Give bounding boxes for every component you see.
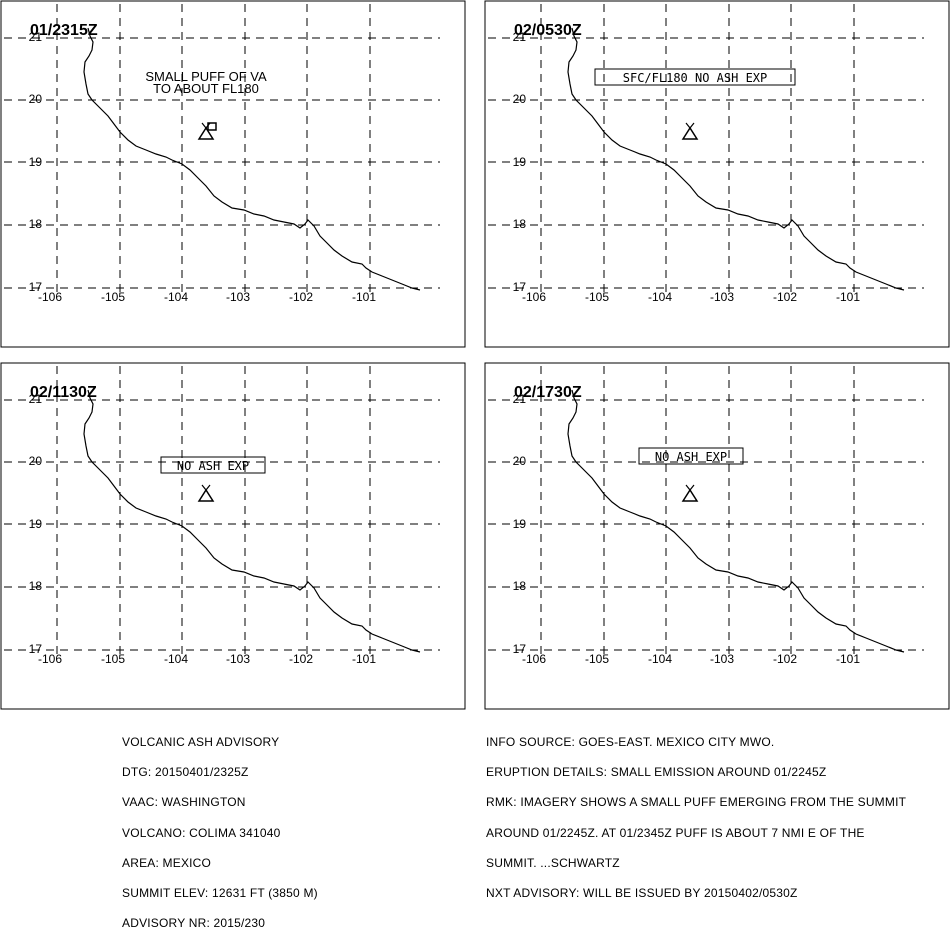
panel-boxed-label: SFC/FL180 NO ASH EXP: [623, 71, 768, 85]
panel-time-label: 02/0530Z: [514, 22, 582, 39]
longitude-label: -105: [585, 652, 609, 666]
longitude-label: -101: [836, 652, 860, 666]
coastline: [567, 27, 905, 291]
map-panel-frame: [484, 0, 950, 348]
advisory-graphic: -106 -105 -104 -103 -102 -101171819202101/231…: [0, 0, 950, 710]
panel-note-text: SMALL PUFF OF VA: [145, 69, 267, 84]
latitude-label: 20: [29, 454, 43, 468]
volcano-triangle-icon: [681, 122, 699, 140]
longitude-label: -102: [773, 652, 797, 666]
longitude-label: -104: [164, 652, 188, 666]
longitude-label: -106: [38, 290, 62, 304]
advisory-dtg: DTG: 20150401/2325Z: [122, 765, 249, 780]
advisory-number: ADVISORY NR: 2015/230: [122, 916, 266, 931]
longitude-label: -101: [352, 290, 376, 304]
advisory-details-right: INFO SOURCE: GOES-EAST. MEXICO CITY MWO.…: [486, 717, 906, 908]
advisory-header-left: VOLCANIC ASH ADVISORY DTG: 20150401/2325…: [122, 717, 318, 938]
map-panel: -106 -105 -104 -103 -102 -101 17 18 19 20 2102/173…: [484, 362, 950, 710]
longitude-label: -101: [836, 290, 860, 304]
latitude-label: 19: [513, 517, 527, 531]
latitude-label: 17: [29, 280, 43, 294]
advisory-next-advisory: NXT ADVISORY: WILL BE ISSUED BY 20150402…: [486, 885, 798, 900]
map-panel-frame: [484, 362, 950, 710]
longitude-label: -101: [352, 652, 376, 666]
latitude-label: 18: [513, 217, 527, 231]
longitude-label: -104: [164, 290, 188, 304]
latitude-label: 20: [29, 92, 43, 106]
latitude-label: 17: [513, 280, 527, 294]
map-panel-frame: [0, 0, 466, 348]
longitude-label: -106: [522, 652, 546, 666]
panel-boxed-label-frame: [594, 68, 796, 86]
panel-time-label: 02/1130Z: [30, 384, 97, 401]
volcano-triangle-shape: [197, 126, 215, 140]
longitude-label: -105: [585, 290, 609, 304]
panel-boxed-label-frame: [160, 456, 266, 474]
volcano-triangle-shape: [197, 488, 215, 502]
advisory-remark-line-1: RMK: IMAGERY SHOWS A SMALL PUFF EMERGING…: [486, 795, 907, 810]
longitude-label: -102: [289, 290, 313, 304]
longitude-label: -103: [710, 652, 734, 666]
volcano-plume-mark: [685, 484, 695, 491]
longitude-label: -106: [38, 652, 62, 666]
advisory-vaac: VAAC: WASHINGTON: [122, 795, 246, 810]
latitude-label: 21: [513, 392, 527, 406]
longitude-label: -106: [522, 290, 546, 304]
longitude-label: -103: [226, 290, 250, 304]
advisory-info-source: INFO SOURCE: GOES-EAST. MEXICO CITY MWO.: [486, 735, 775, 749]
latitude-label: 19: [29, 517, 43, 531]
latitude-label: 18: [29, 217, 43, 231]
panel-time-label: 01/2315Z: [30, 22, 98, 39]
longitude-label: -103: [226, 652, 250, 666]
volcano-triangle-icon: [681, 484, 699, 502]
advisory-area: AREA: MEXICO: [122, 855, 212, 870]
advisory-eruption-details: ERUPTION DETAILS: SMALL EMISSION AROUND …: [486, 765, 827, 780]
advisory-volcano: VOLCANO: COLIMA 341040: [122, 825, 281, 840]
coastline: [83, 27, 421, 291]
latitude-label: 18: [29, 579, 43, 593]
latitude-label: 19: [513, 155, 527, 169]
longitude-label: -105: [101, 652, 125, 666]
panel-boxed-label-frame: [638, 447, 744, 465]
panel-time-label: 02/1730Z: [514, 384, 582, 401]
panel-boxed-label: NO ASH EXP: [655, 450, 727, 464]
latitude-label: 20: [513, 92, 527, 106]
latitude-label: 21: [29, 30, 43, 44]
advisory-remark-line-2: AROUND 01/2245Z. AT 01/2345Z PUFF IS ABO…: [486, 825, 865, 840]
latitude-label: 21: [513, 30, 527, 44]
latitude-label: 18: [513, 579, 527, 593]
panel-boxed-label: NO ASH EXP: [177, 459, 249, 473]
map-panel: -106 -105 -104 -103 -102 -101 17 18 19 20 2101/231…: [0, 0, 466, 348]
coastline: [83, 389, 421, 653]
latitude-label: 17: [513, 642, 527, 656]
volcano-plume-mark: [685, 122, 695, 129]
advisory-remark-line-3: SUMMIT. ...SCHWARTZ: [486, 855, 620, 870]
advisory-title: VOLCANIC ASH ADVISORY: [122, 735, 280, 749]
ash-area-polygon: [207, 122, 217, 131]
map-panel: -106 -105 -104 -103 -102 -101 17 18 19 20 2102/113…: [0, 362, 466, 710]
coastline: [567, 389, 905, 653]
volcano-plume-mark: [201, 484, 211, 491]
volcano-triangle-shape: [681, 126, 699, 140]
longitude-label: -102: [289, 652, 313, 666]
advisory-summit-elev: SUMMIT ELEV: 12631 FT (3850 M): [122, 885, 318, 900]
volcano-triangle-shape: [681, 488, 699, 502]
longitude-label: -104: [648, 290, 672, 304]
latitude-label: 20: [513, 454, 527, 468]
latitude-label: 17: [29, 642, 43, 656]
map-panel: -106 -105 -104 -103 -102 -101 17 18 19 20 2102/053…: [484, 0, 950, 348]
volcano-triangle-icon: [197, 484, 215, 502]
latitude-label: 19: [29, 155, 43, 169]
panel-note-text: TO ABOUT FL180: [153, 81, 259, 96]
map-panel-frame: [0, 362, 466, 710]
longitude-label: -104: [648, 652, 672, 666]
longitude-label: -103: [710, 290, 734, 304]
longitude-label: -105: [101, 290, 125, 304]
latitude-label: 21: [29, 392, 43, 406]
longitude-label: -102: [773, 290, 797, 304]
